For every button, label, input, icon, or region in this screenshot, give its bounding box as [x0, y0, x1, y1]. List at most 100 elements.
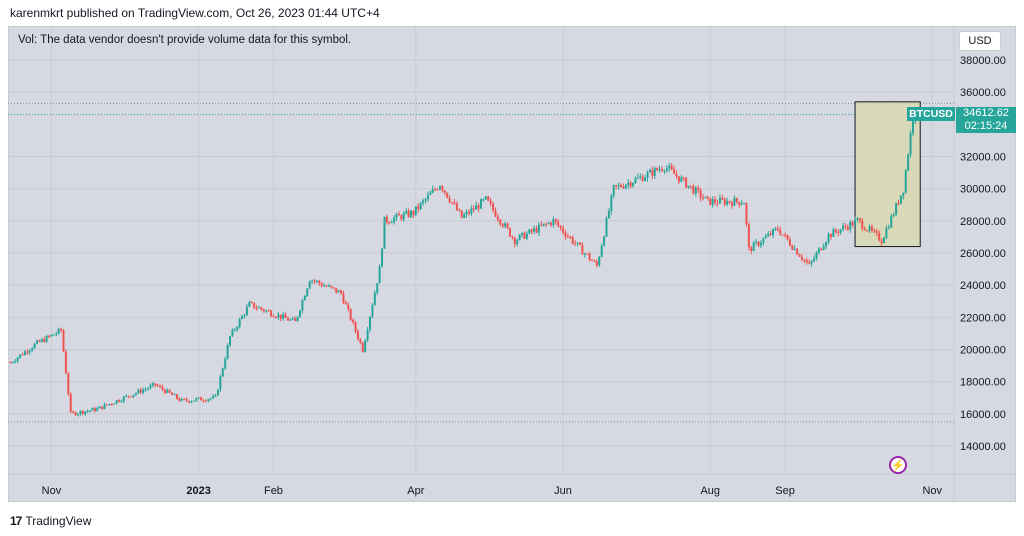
candle-body [349, 308, 352, 320]
candle-body [632, 182, 635, 187]
candle-body [726, 201, 729, 205]
candle-body [837, 231, 840, 233]
candle-body [521, 232, 524, 235]
candle-body [716, 202, 719, 204]
candle-body [697, 187, 700, 191]
candle-body [885, 228, 888, 238]
candle-body [743, 203, 746, 205]
candle-body [839, 229, 842, 233]
candle-body [337, 290, 340, 293]
candle-body [487, 196, 490, 201]
candle-body [463, 214, 466, 218]
candle-body [236, 326, 239, 330]
candle-body [378, 266, 381, 284]
candle-body [660, 169, 663, 171]
price-chart[interactable]: 14000.00 16000.00 18000.00 20000.00 22000.00… [8, 26, 1016, 502]
candle-body [800, 256, 803, 260]
candle-body [562, 227, 565, 233]
candle-body [149, 385, 152, 389]
candle-body [680, 177, 683, 182]
candle-body [508, 227, 511, 237]
candle-body [105, 404, 108, 406]
candle-body [274, 316, 277, 318]
candle-body [875, 230, 878, 233]
footer-brand[interactable]: TradingView [25, 514, 92, 528]
candle-body [446, 192, 449, 198]
candle-body [798, 254, 801, 257]
y-tick-label: 16000.00 [960, 409, 1006, 421]
candle-body [180, 398, 183, 401]
candle-body [265, 310, 268, 312]
x-tick-label: Jun [554, 485, 572, 497]
candle-body [564, 232, 567, 237]
candle-body [76, 413, 79, 416]
x-tick-label: Sep [775, 485, 795, 497]
candle-body [603, 236, 606, 246]
candle-body [299, 310, 302, 317]
candle-body [619, 185, 622, 188]
candle-body [238, 319, 241, 327]
y-tick-label: 38000.00 [960, 55, 1006, 67]
chart-frame [8, 26, 1016, 502]
candle-body [154, 383, 157, 386]
candle-body [496, 216, 499, 220]
candle-body [897, 203, 900, 205]
candle-body [282, 314, 285, 319]
candle-body [272, 316, 275, 318]
candle-body [883, 237, 886, 244]
footer: 17 TradingView [10, 514, 91, 528]
y-tick-label: 26000.00 [960, 248, 1006, 260]
candle-body [373, 292, 376, 306]
candle-body [424, 199, 427, 201]
candle-body [303, 296, 306, 301]
candle-body [887, 227, 890, 229]
candle-body [656, 168, 659, 171]
candle-body [844, 225, 847, 228]
candle-body [286, 317, 289, 321]
candle-body [296, 316, 299, 322]
candle-body [388, 222, 391, 224]
candle-body [113, 403, 116, 405]
candle-body [455, 203, 458, 211]
candle-body [653, 168, 656, 176]
candle-body [595, 261, 598, 266]
candle-body [813, 258, 816, 261]
candle-body [185, 399, 188, 401]
candle-body [144, 389, 147, 391]
candle-body [504, 223, 507, 227]
candle-body [634, 178, 637, 183]
volume-note: Vol: The data vendor doesn't provide vol… [18, 34, 352, 46]
candle-body [868, 226, 871, 231]
candle-body [750, 247, 753, 252]
candle-body [443, 190, 446, 193]
candle-body [325, 285, 328, 287]
currency-button[interactable]: USD [959, 31, 1001, 51]
candle-body [907, 154, 910, 171]
candle-body [171, 392, 174, 395]
candle-body [723, 199, 726, 205]
candle-body [327, 285, 330, 287]
candle-body [506, 223, 509, 228]
candle-body [730, 202, 733, 206]
candle-body [557, 221, 560, 226]
candle-body [605, 218, 608, 237]
bar-countdown: 02:15:24 [964, 120, 1008, 132]
tradingview-logo-icon: 17 [10, 514, 22, 528]
candle-body [740, 203, 743, 205]
x-tick-label: Nov [922, 485, 942, 497]
candle-body [332, 287, 335, 289]
candle-body [706, 196, 709, 198]
candle-body [31, 348, 34, 351]
candle-body [347, 304, 350, 309]
lightning-bolt-icon[interactable]: ⚡ [889, 456, 907, 474]
candle-body [410, 211, 413, 217]
candle-body [899, 195, 902, 204]
last-price-label: 34612.62 02:15:24 [956, 107, 1016, 133]
candle-body [79, 410, 82, 414]
candle-body [400, 215, 403, 220]
candle-body [204, 400, 207, 402]
candle-body [383, 216, 386, 249]
candle-body [38, 340, 41, 342]
candle-body [55, 333, 58, 335]
candle-body [549, 222, 552, 225]
